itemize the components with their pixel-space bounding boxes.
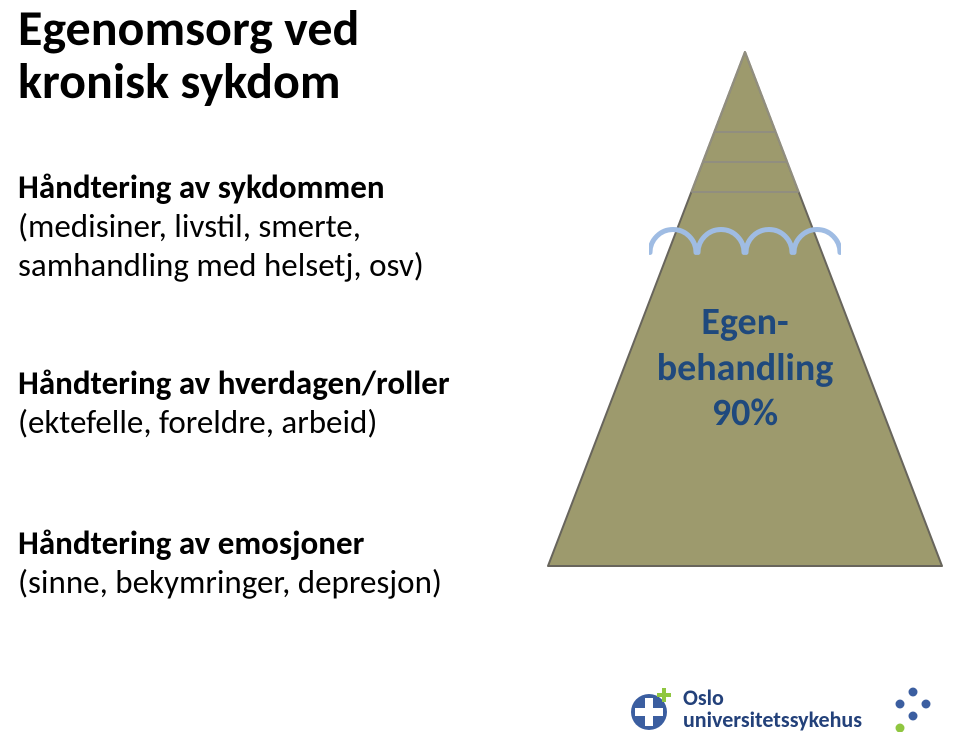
block-sykdommen: Håndtering av sykdommen (medisiner, livs… [18,168,424,285]
pyramid-label-line3: 90% [712,390,778,436]
block-emosjoner: Håndtering av emosjoner (sinne, bekymrin… [18,524,442,602]
pyramid-infographic: Egen- behandling 90% [544,46,946,576]
wave-row [649,227,841,256]
block1-line2: (medisiner, livstil, smerte, [18,206,361,246]
ous-logo: Oslo universitetssykehus [627,686,936,732]
logo-text-line2: universitetssykehus [683,706,862,733]
pyramid-label-line2: behandling [657,345,834,391]
title-line2: kronisk sykdom [18,51,341,112]
block3-heading: Håndtering av emosjoner [18,523,364,563]
slide-title: Egenomsorg ved kronisk sykdom [18,2,359,108]
block1-line3: samhandling med helsetj, osv) [18,245,424,285]
block-hverdagen: Håndtering av hverdagen/roller (ektefell… [18,364,450,442]
block3-line2: (sinne, bekymringer, depresjon) [18,562,442,602]
pyramid-label: Egen- behandling 90% [544,300,946,437]
logo-dots-icon [890,686,936,732]
block1-heading: Håndtering av sykdommen [18,167,385,207]
slide: Egenomsorg ved kronisk sykdom Håndtering… [0,0,960,754]
block2-line2: (ektefelle, foreldre, arbeid) [18,402,377,442]
block2-heading: Håndtering av hverdagen/roller [18,363,450,403]
pyramid-label-line1: Egen- [701,299,788,345]
logo-text: Oslo universitetssykehus [683,687,862,731]
logo-mark-icon [627,686,673,732]
